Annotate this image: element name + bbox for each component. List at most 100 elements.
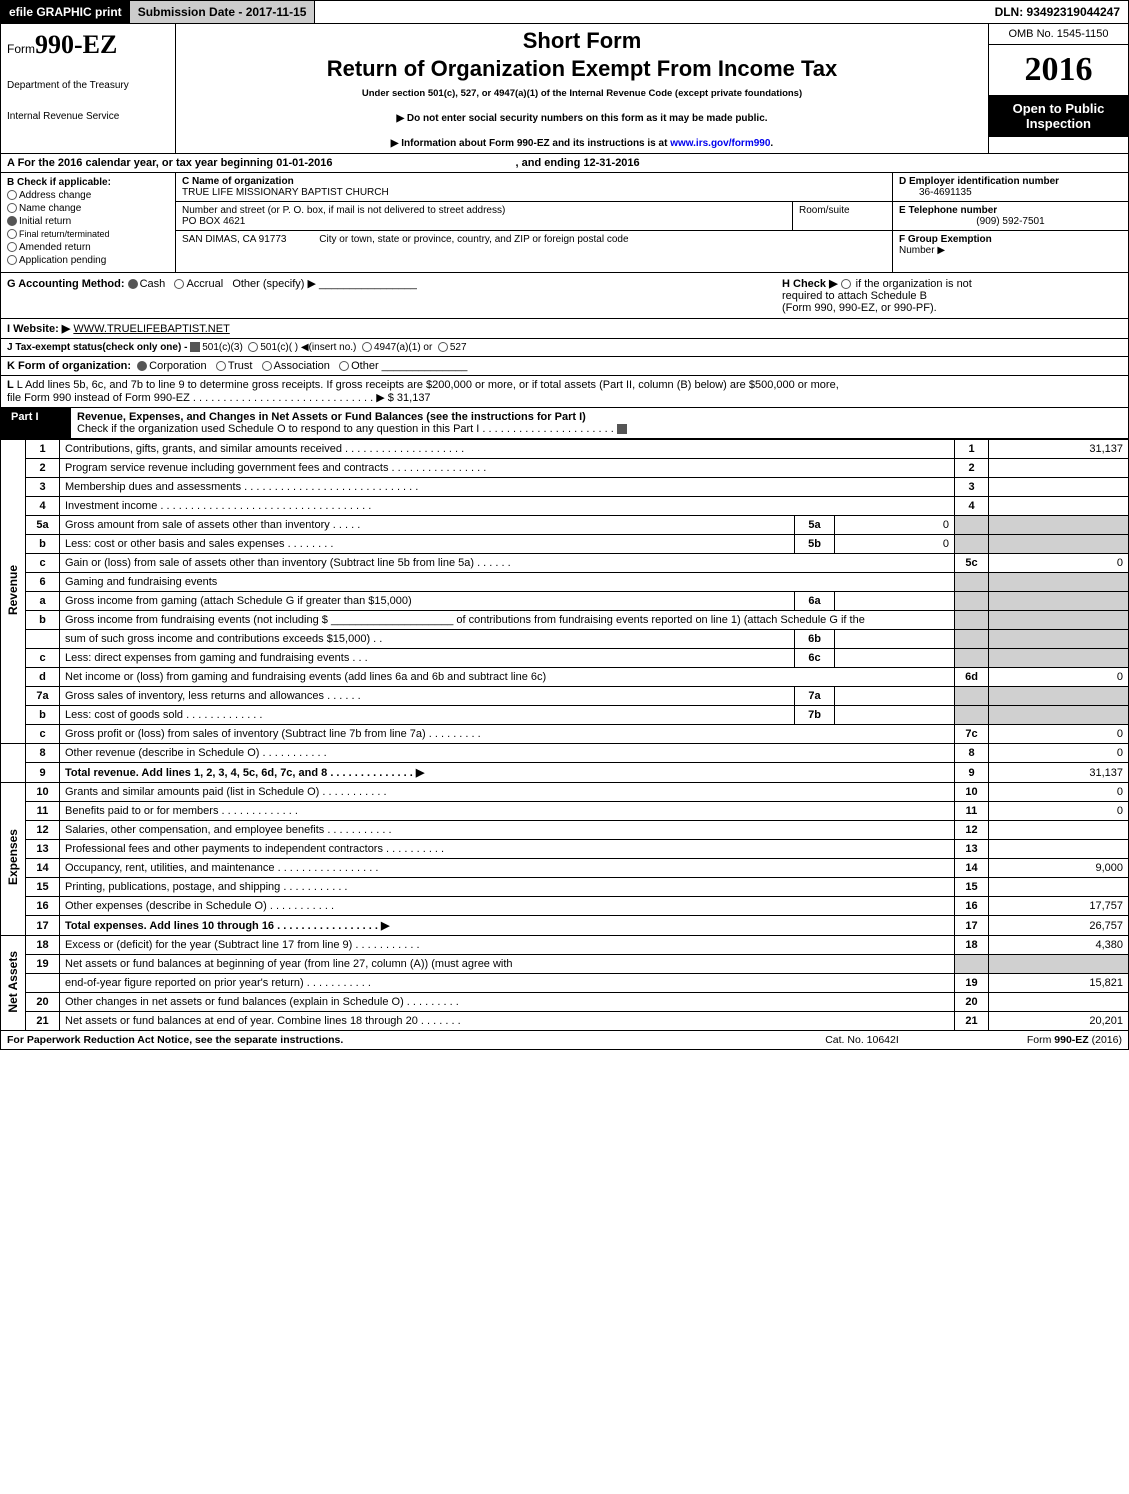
section-f: F Group Exemption Number ▶	[893, 231, 1128, 259]
radio-corp[interactable]	[137, 361, 147, 371]
row-16: 16Other expenses (describe in Schedule O…	[1, 897, 1129, 916]
dept-treasury: Department of the Treasury	[7, 80, 169, 91]
footer-right: Form 990-EZ (2016)	[962, 1034, 1122, 1046]
section-a: A For the 2016 calendar year, or tax yea…	[0, 154, 1129, 173]
row-5b: bLess: cost or other basis and sales exp…	[1, 535, 1129, 554]
city-cell: SAN DIMAS, CA 91773 City or town, state …	[176, 231, 892, 248]
org-name-cell: C Name of organization TRUE LIFE MISSION…	[176, 173, 892, 202]
subtitle: Under section 501(c), 527, or 4947(a)(1)…	[180, 88, 984, 99]
short-form-label: Short Form	[180, 28, 984, 54]
cbox-part1-schedo[interactable]	[617, 424, 627, 434]
footer-row: For Paperwork Reduction Act Notice, see …	[0, 1031, 1129, 1050]
row-6c: cLess: direct expenses from gaming and f…	[1, 649, 1129, 668]
row-6: 6Gaming and fundraising events	[1, 573, 1129, 592]
radio-4947[interactable]	[362, 342, 372, 352]
section-e: E Telephone number (909) 592-7501	[893, 202, 1128, 231]
radio-assoc[interactable]	[262, 361, 272, 371]
row-4: 4Investment income . . . . . . . . . . .…	[1, 497, 1129, 516]
chk-amended-return[interactable]: Amended return	[7, 242, 169, 253]
row-2: 2Program service revenue including gover…	[1, 459, 1129, 478]
radio-527[interactable]	[438, 342, 448, 352]
radio-h[interactable]	[841, 279, 851, 289]
main-title: Return of Organization Exempt From Incom…	[180, 56, 984, 82]
form-number: Form990-EZ	[7, 30, 169, 60]
header-row: Form990-EZ Department of the Treasury In…	[0, 24, 1129, 154]
org-name: TRUE LIFE MISSIONARY BAPTIST CHURCH	[182, 187, 389, 198]
street-cell: Number and street (or P. O. box, if mail…	[176, 202, 792, 230]
section-l: L L Add lines 5b, 6c, and 7b to line 9 t…	[0, 376, 1129, 408]
row-5c: cGain or (loss) from sale of assets othe…	[1, 554, 1129, 573]
chk-name-change[interactable]: Name change	[7, 203, 169, 214]
chk-initial-return[interactable]: Initial return	[7, 216, 169, 227]
part1-label: Part I	[1, 408, 71, 438]
irs-link[interactable]: www.irs.gov/form990	[670, 138, 770, 149]
row-15: 15Printing, publications, postage, and s…	[1, 878, 1129, 897]
row-5a: 5aGross amount from sale of assets other…	[1, 516, 1129, 535]
right-block: OMB No. 1545-1150 2016 Open to PublicIns…	[988, 24, 1128, 153]
section-b: B Check if applicable: Address change Na…	[1, 173, 176, 272]
cbox-501c3[interactable]	[190, 342, 200, 352]
city-state-zip: SAN DIMAS, CA 91773	[182, 234, 287, 245]
row-3: 3Membership dues and assessments . . . .…	[1, 478, 1129, 497]
row-1: Revenue 1Contributions, gifts, grants, a…	[1, 440, 1129, 459]
tax-year: 2016	[989, 45, 1128, 95]
row-12: 12Salaries, other compensation, and empl…	[1, 821, 1129, 840]
chk-address-change[interactable]: Address change	[7, 190, 169, 201]
title-block: Short Form Return of Organization Exempt…	[176, 24, 988, 153]
row-7c: cGross profit or (loss) from sales of in…	[1, 725, 1129, 744]
notice-info: ▶ Information about Form 990-EZ and its …	[180, 138, 984, 149]
radio-accrual[interactable]	[174, 279, 184, 289]
section-g: G Accounting Method: Cash Accrual Other …	[7, 277, 782, 314]
ein: 36-4691135	[919, 187, 972, 198]
section-i: I Website: ▶ WWW.TRUELIFEBAPTIST.NET	[0, 319, 1129, 339]
row-9: 9Total revenue. Add lines 1, 2, 3, 4, 5c…	[1, 763, 1129, 783]
row-20: 20Other changes in net assets or fund ba…	[1, 993, 1129, 1012]
omb-number: OMB No. 1545-1150	[989, 24, 1128, 45]
row-6b2: sum of such gross income and contributio…	[1, 630, 1129, 649]
radio-trust[interactable]	[216, 361, 226, 371]
bcde-row: B Check if applicable: Address change Na…	[0, 173, 1129, 273]
submission-date: Submission Date - 2017-11-15	[130, 1, 316, 23]
radio-501c[interactable]	[248, 342, 258, 352]
section-def: D Employer identification number 36-4691…	[893, 173, 1128, 272]
row-21: 21Net assets or fund balances at end of …	[1, 1012, 1129, 1031]
row-6b: bGross income from fundraising events (n…	[1, 611, 1129, 630]
chk-final-return[interactable]: Final return/terminated	[7, 229, 169, 240]
notice-ssn: ▶ Do not enter social security numbers o…	[180, 113, 984, 124]
row-7a: 7aGross sales of inventory, less returns…	[1, 687, 1129, 706]
vlabel-netassets: Net Assets	[6, 951, 20, 1013]
footer-catno: Cat. No. 10642I	[762, 1034, 962, 1046]
efile-label: efile GRAPHIC print	[1, 1, 130, 23]
vlabel-expenses: Expenses	[6, 829, 20, 885]
part1-table: Revenue 1Contributions, gifts, grants, a…	[0, 439, 1129, 1031]
radio-other-org[interactable]	[339, 361, 349, 371]
dept-irs: Internal Revenue Service	[7, 111, 169, 122]
row-10: Expenses10Grants and similar amounts pai…	[1, 783, 1129, 802]
gh-row: G Accounting Method: Cash Accrual Other …	[0, 273, 1129, 319]
row-19: 19Net assets or fund balances at beginni…	[1, 955, 1129, 974]
row-6d: dNet income or (loss) from gaming and fu…	[1, 668, 1129, 687]
topbar-spacer	[315, 1, 986, 23]
phone: (909) 592-7501	[899, 216, 1122, 227]
form-prefix: Form	[7, 42, 35, 56]
row-18: Net Assets18Excess or (deficit) for the …	[1, 936, 1129, 955]
row-17: 17Total expenses. Add lines 10 through 1…	[1, 916, 1129, 936]
dln-label: DLN: 93492319044247	[987, 1, 1128, 23]
form-block: Form990-EZ Department of the Treasury In…	[1, 24, 176, 153]
section-j: J Tax-exempt status(check only one) - 50…	[0, 339, 1129, 357]
row-7b: bLess: cost of goods sold . . . . . . . …	[1, 706, 1129, 725]
row-11: 11Benefits paid to or for members . . . …	[1, 802, 1129, 821]
street-address: PO BOX 4621	[182, 216, 245, 227]
top-bar: efile GRAPHIC print Submission Date - 20…	[0, 0, 1129, 24]
chk-application-pending[interactable]: Application pending	[7, 255, 169, 266]
radio-cash[interactable]	[128, 279, 138, 289]
row-19b: end-of-year figure reported on prior yea…	[1, 974, 1129, 993]
footer-left: For Paperwork Reduction Act Notice, see …	[7, 1034, 762, 1046]
row-14: 14Occupancy, rent, utilities, and mainte…	[1, 859, 1129, 878]
section-c: C Name of organization TRUE LIFE MISSION…	[176, 173, 893, 272]
section-k: K Form of organization: Corporation Trus…	[0, 357, 1129, 376]
section-d: D Employer identification number 36-4691…	[893, 173, 1128, 202]
section-h: H Check ▶ if the organization is not req…	[782, 277, 1122, 314]
open-to-public: Open to PublicInspection	[989, 95, 1128, 137]
vlabel-revenue: Revenue	[6, 565, 20, 615]
